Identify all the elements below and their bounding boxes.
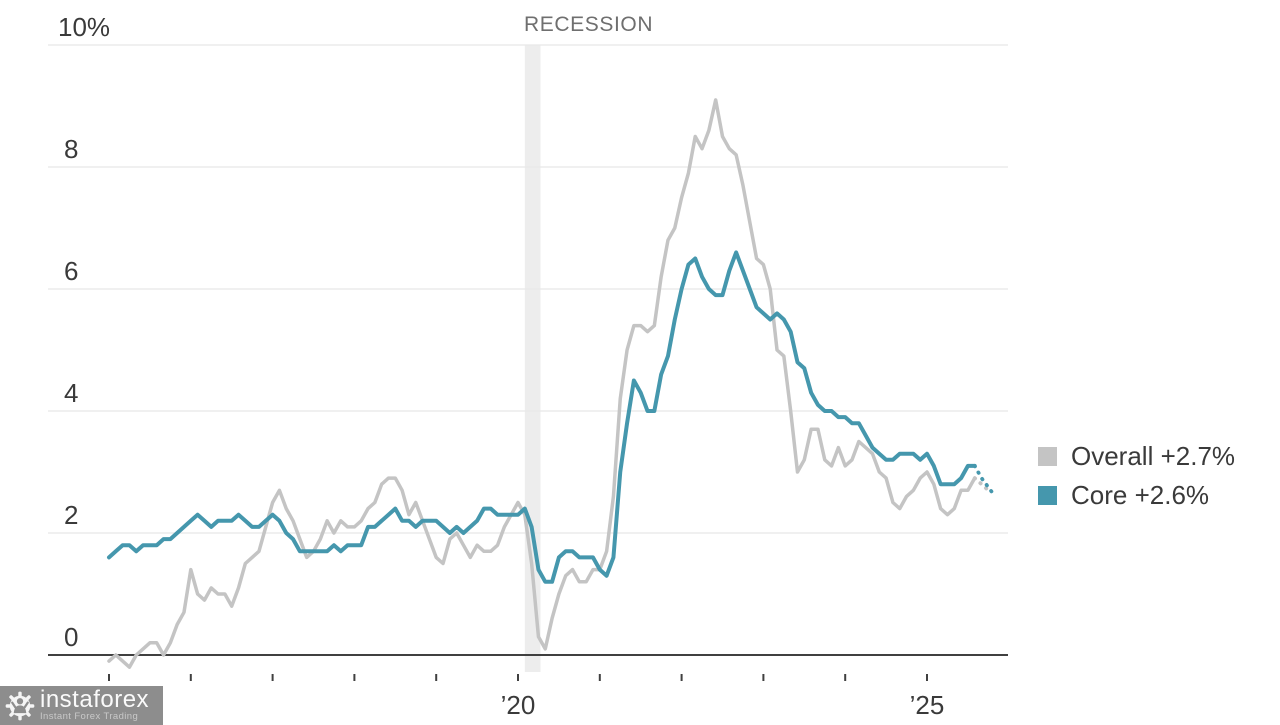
core-line (107, 250, 977, 584)
watermark-tagline: Instant Forex Trading (40, 711, 139, 722)
core-projection-dotted-line (972, 463, 998, 499)
core-series-swatch (1038, 486, 1057, 505)
y-axis-tick-label: 8 (64, 134, 79, 164)
x-axis-tick-label: ’25 (909, 690, 945, 720)
overall-line (107, 98, 977, 669)
legend-item-core: Core +2.6% (1038, 476, 1235, 515)
overall-projection-dotted-line (972, 476, 991, 493)
instaforex-watermark: instaforex Instant Forex Trading (0, 686, 163, 725)
watermark-brand: instaforex (40, 686, 150, 713)
y-axis-tick-label: 2 (64, 500, 79, 530)
overall-legend-label: Overall +2.7% (1071, 441, 1236, 471)
gear-person-icon (5, 691, 35, 720)
y-axis-tick-label: 6 (64, 256, 79, 286)
y-axis-tick-label: 0 (64, 622, 79, 652)
x-axis-tick-label: ’20 (500, 690, 536, 720)
y-axis-tick-label: 4 (64, 378, 79, 408)
legend-item-overall: Overall +2.7% (1038, 437, 1235, 476)
core-legend-label: Core +2.6% (1071, 480, 1210, 510)
overall-series-swatch (1038, 447, 1057, 466)
recession-label: RECESSION (524, 13, 654, 36)
chart-legend: Overall +2.7% Core +2.6% (1038, 437, 1235, 515)
y-axis-tick-label: 10% (58, 12, 111, 42)
